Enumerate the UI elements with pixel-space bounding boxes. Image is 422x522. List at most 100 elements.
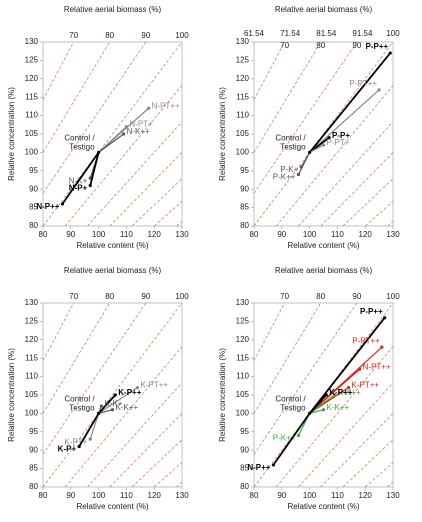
y-tick-label: 105: [236, 129, 250, 138]
x-tick-label: 90: [277, 230, 286, 239]
y-tick-label: 120: [25, 335, 39, 344]
biomass-isoline: [109, 152, 183, 227]
y-tick-label: 95: [240, 166, 249, 175]
vector: [97, 394, 116, 415]
y-tick-label: 90: [29, 184, 38, 193]
x-tick-label: 80: [39, 491, 48, 500]
x-axis-title: Relative content (%): [76, 241, 148, 250]
x-tick-label: 110: [120, 230, 133, 239]
vector-label: P-P+: [332, 131, 350, 140]
vector-label: K-K++: [116, 403, 139, 412]
y-tick-label: 125: [236, 56, 250, 65]
isoline-label: 100: [386, 292, 400, 301]
vector-label: K-P++: [329, 388, 352, 397]
biomass-isoline: [320, 152, 394, 227]
vector-end: [327, 136, 331, 140]
top-title: Relative aerial biomass (%): [275, 5, 373, 14]
x-tick-label: 120: [148, 491, 162, 500]
vector-label: K-K+: [104, 399, 122, 408]
biomass-isoline: [364, 462, 394, 488]
vector: [308, 394, 327, 415]
control-point: [308, 150, 312, 154]
isoline-label: 90: [352, 41, 361, 50]
control-label: Testigo: [69, 404, 95, 413]
biomass-isoline: [364, 201, 394, 227]
biomass-isoline: [253, 41, 322, 153]
y-tick-label: 95: [240, 427, 249, 436]
vector: [272, 412, 311, 466]
biomass-isoline: [42, 41, 74, 100]
y-tick-label: 90: [240, 445, 249, 454]
biomass-isoline: [320, 413, 394, 488]
biomass-isoline: [253, 302, 285, 361]
vector-end: [296, 172, 301, 177]
x-tick-label: 80: [39, 230, 48, 239]
vector: [309, 394, 335, 414]
y-tick-label: 80: [240, 221, 249, 230]
y-tick-label: 130: [236, 298, 250, 307]
vector-end: [99, 404, 103, 408]
y-tick-label: 80: [29, 482, 38, 491]
y-tick-label: 110: [25, 372, 38, 381]
biomass-isoline: [387, 482, 394, 488]
vector-label: K-P++: [118, 388, 141, 397]
vector-label: N-PT++: [152, 101, 180, 110]
vector-label: K-PT++: [352, 381, 380, 390]
isoline-label: 90: [141, 292, 150, 301]
biomass-isoline: [253, 41, 358, 194]
vector-end: [383, 316, 387, 320]
x-tick-label: 90: [66, 230, 75, 239]
vector-end: [377, 88, 381, 92]
x-axis-title: Relative content (%): [76, 502, 148, 511]
control-label: Testigo: [69, 143, 95, 152]
biomass-isoline: [42, 41, 183, 227]
biomass-isoline: [42, 302, 147, 455]
x-tick-label: 110: [331, 491, 344, 500]
y-tick-label: 85: [29, 203, 38, 212]
biomass-isoline: [42, 302, 111, 414]
y-axis-title: Relative concentration (%): [218, 87, 227, 181]
top-title: Relative aerial biomass (%): [275, 266, 373, 275]
y-tick-label: 80: [29, 221, 38, 230]
x-tick-label: 130: [386, 491, 400, 500]
vector-end: [88, 437, 92, 441]
biomass-isoline: [64, 346, 183, 488]
vector-label: N-P++: [36, 202, 59, 211]
y-tick-label: 120: [25, 74, 39, 83]
vector-label: P-PT++: [352, 336, 380, 345]
vector-label: P-K++: [273, 173, 296, 182]
y-axis-title: Relative concentration (%): [7, 87, 16, 181]
vector-label: P-P++: [360, 307, 383, 316]
y-axis-title: Relative concentration (%): [218, 348, 227, 442]
vector-label: N-K++: [338, 388, 361, 397]
y-tick-label: 85: [240, 464, 249, 473]
vector: [309, 136, 330, 154]
vector-label: P-K++: [273, 434, 296, 443]
y-tick-label: 90: [29, 445, 38, 454]
vector: [309, 89, 380, 153]
x-tick-label: 90: [277, 491, 286, 500]
top-title: Relative aerial biomass (%): [64, 5, 162, 14]
x-tick-label: 80: [250, 491, 259, 500]
vector-label: P-K+: [280, 165, 298, 174]
vector-end: [124, 125, 128, 129]
top-title: Relative aerial biomass (%): [64, 266, 162, 275]
isoline-label: 100: [175, 31, 189, 40]
vector-label: N-PT++: [363, 362, 391, 371]
vector-end: [346, 386, 351, 390]
vector: [308, 52, 391, 153]
x-tick-label: 130: [175, 491, 189, 500]
vector-end: [77, 444, 81, 449]
biomass-isoline: [87, 382, 183, 488]
x-tick-label: 110: [120, 491, 133, 500]
biomass-isoline: [42, 41, 147, 194]
biomass-isoline: [64, 85, 183, 227]
isoline-label: 71.54: [280, 29, 301, 38]
vector: [98, 126, 127, 153]
isoline-label: 100: [386, 29, 400, 38]
vector-label: N-K++: [127, 127, 150, 136]
isoline-label: 70: [69, 292, 78, 301]
y-tick-label: 125: [236, 317, 250, 326]
vector-end: [113, 393, 117, 397]
